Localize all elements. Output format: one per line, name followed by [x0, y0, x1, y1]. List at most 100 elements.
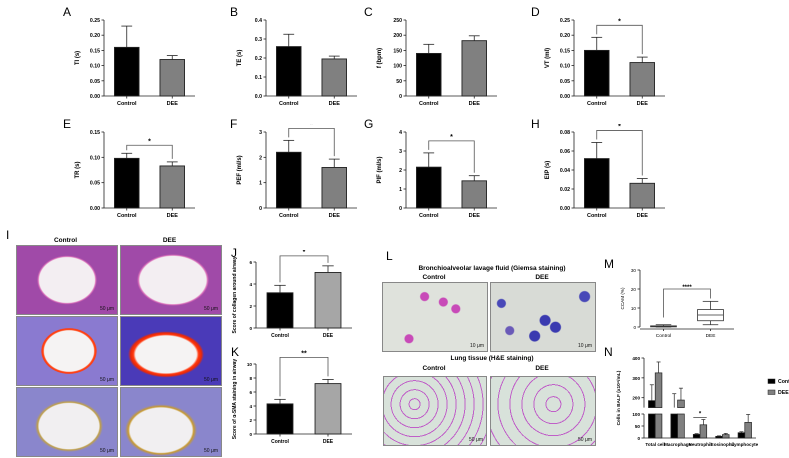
scale-bar-label: 50 μm	[100, 448, 114, 454]
micrograph-lung-he-control: 50 μm	[383, 376, 487, 446]
svg-text:2: 2	[249, 418, 252, 423]
svg-text:6: 6	[249, 260, 252, 265]
svg-text:0.08: 0.08	[560, 130, 570, 136]
svg-text:0.00: 0.00	[90, 206, 100, 212]
svg-text:*: *	[618, 18, 621, 25]
svg-text:0.05: 0.05	[90, 79, 100, 85]
svg-text:DEE: DEE	[329, 213, 341, 219]
svg-text:0.00: 0.00	[560, 94, 570, 100]
panel-label-f: F	[230, 117, 238, 131]
svg-text:TI (s): TI (s)	[75, 51, 81, 65]
svg-text:300: 300	[632, 376, 640, 381]
svg-text:400: 400	[632, 356, 640, 361]
scale-bar-label: 50 μm	[100, 306, 114, 312]
svg-text:Control: Control	[117, 101, 137, 107]
micrograph-asma-dee: 50 μm	[120, 387, 222, 457]
micrograph-masson-dee: 50 μm	[120, 316, 222, 386]
svg-text:DEE: DEE	[323, 333, 334, 339]
micrograph-giemsa-control: 10 μm	[382, 282, 488, 352]
panel-l-col-dee: DEE	[535, 274, 549, 281]
svg-text:0: 0	[399, 94, 402, 100]
chart-svg: 0.0 0.1 0.2 0.3 0.4 TE (s) Control DEE	[237, 18, 357, 107]
panel-label-i: I	[6, 228, 10, 242]
svg-text:DEE: DEE	[167, 101, 179, 107]
panel-label-c: C	[364, 5, 373, 19]
chart-svg: 0.00 0.02 0.04 0.06 0.08 EIP (s) Control DEE *	[545, 123, 665, 219]
svg-text:Control: Control	[271, 439, 289, 445]
svg-text:0: 0	[637, 436, 640, 441]
scale-bar-label: 50 μm	[578, 437, 592, 443]
svg-text:*: *	[148, 138, 151, 145]
scale-bar-label: 50 μm	[469, 437, 483, 443]
svg-text:250: 250	[393, 18, 402, 24]
svg-text:Control: Control	[279, 213, 299, 219]
svg-text:4: 4	[249, 404, 252, 409]
chart-svg: 0 1 2 3 4 PIF (ml/s) Control DEE *	[377, 130, 497, 219]
micrograph-he-control: 50 μm	[16, 245, 118, 315]
chart-pef: 0 1 2 3 PEF (ml/s) Control DEE *	[232, 121, 367, 222]
svg-text:f (bpm): f (bpm)	[377, 48, 383, 68]
panel-label-n: N	[604, 345, 613, 359]
micrograph-he-dee: 50 μm	[120, 245, 222, 315]
svg-text:20: 20	[631, 287, 637, 292]
panel-l-title-lung: Lung tissue (H&E staining)	[450, 355, 534, 362]
svg-text:0: 0	[399, 206, 402, 212]
svg-text:2: 2	[259, 155, 262, 161]
panel-label-a: A	[63, 5, 72, 19]
chart-eip: 0.00 0.02 0.04 0.06 0.08 EIP (s) Control DEE *	[540, 123, 675, 222]
scale-bar-label: 50 μm	[204, 377, 218, 383]
svg-text:PEF (ml/s): PEF (ml/s)	[237, 155, 243, 184]
svg-text:DEE: DEE	[323, 439, 334, 445]
chart-asma-score: 0 2 4 6 8 10 Score of α-SMA staining in airway…	[232, 350, 362, 450]
micrograph-giemsa-dee: 10 μm	[490, 282, 596, 352]
chart-vt: 0.00 0.05 0.10 0.15 0.20 0.25 VT (ml) Control DE…	[540, 12, 675, 110]
svg-text:0.10: 0.10	[90, 64, 100, 70]
chart-pif: 0 1 2 3 4 PIF (ml/s) Control DEE *	[372, 124, 507, 222]
svg-text:2: 2	[249, 304, 252, 309]
svg-text:EIP (s): EIP (s)	[545, 161, 551, 180]
svg-text:*: *	[618, 124, 621, 130]
svg-text:Control: Control	[587, 101, 607, 107]
svg-text:0: 0	[633, 325, 636, 330]
panel-i-col-dee: DEE	[162, 237, 177, 244]
svg-text:10: 10	[247, 362, 253, 367]
svg-text:0: 0	[259, 206, 262, 212]
chart-ccam-boxplot: 0 10 20 30 CCAM (%) Control DEE ****	[618, 260, 738, 340]
svg-text:Score of collagen around airwa: Score of collagen around airway	[232, 256, 238, 333]
svg-text:0.10: 0.10	[560, 64, 570, 70]
svg-text:0: 0	[249, 326, 252, 331]
chart-svg: 0.00 0.05 0.10 0.15 0.20 0.25 TI (s) Control DEE	[75, 18, 195, 107]
svg-text:0.0: 0.0	[255, 94, 262, 100]
svg-text:Control: Control	[117, 213, 137, 219]
svg-text:Control: Control	[419, 213, 439, 219]
svg-text:0.15: 0.15	[560, 48, 570, 54]
panel-label-j: J	[231, 246, 237, 260]
svg-text:DEE: DEE	[167, 213, 179, 219]
svg-text:200: 200	[393, 33, 402, 39]
chart-collagen-score: 0 2 4 6 Score of collagen around airway Contr…	[232, 249, 362, 342]
micrograph-masson-control: 50 μm	[16, 316, 118, 386]
svg-text:Macrophage: Macrophage	[664, 442, 692, 447]
svg-text:50: 50	[396, 79, 402, 85]
chart-svg: 0 1 2 3 PEF (ml/s) Control DEE *	[237, 121, 357, 219]
svg-text:1: 1	[259, 181, 262, 187]
svg-text:0.25: 0.25	[90, 18, 100, 24]
svg-text:Control: Control	[656, 333, 671, 339]
svg-text:Control: Control	[778, 379, 789, 385]
scale-bar-label: 10 μm	[578, 343, 592, 349]
svg-text:Lymphocyte: Lymphocyte	[731, 442, 758, 447]
svg-text:Control: Control	[419, 101, 439, 107]
svg-text:10: 10	[631, 306, 637, 311]
svg-text:0.15: 0.15	[90, 130, 100, 136]
svg-text:Cells in BALF (x10⁴/mL): Cells in BALF (x10⁴/mL)	[616, 370, 622, 425]
panel-label-m: M	[604, 257, 614, 271]
svg-text:100: 100	[632, 412, 640, 417]
svg-text:TR (s): TR (s)	[75, 162, 81, 179]
svg-text:2: 2	[399, 168, 402, 174]
svg-text:Control: Control	[271, 333, 289, 339]
svg-text:50: 50	[635, 424, 641, 429]
svg-text:3: 3	[399, 149, 402, 155]
chart-te: 0.0 0.1 0.2 0.3 0.4 TE (s) Control DEE	[232, 12, 367, 110]
svg-text:*: *	[699, 412, 702, 418]
svg-text:0.06: 0.06	[560, 149, 570, 155]
